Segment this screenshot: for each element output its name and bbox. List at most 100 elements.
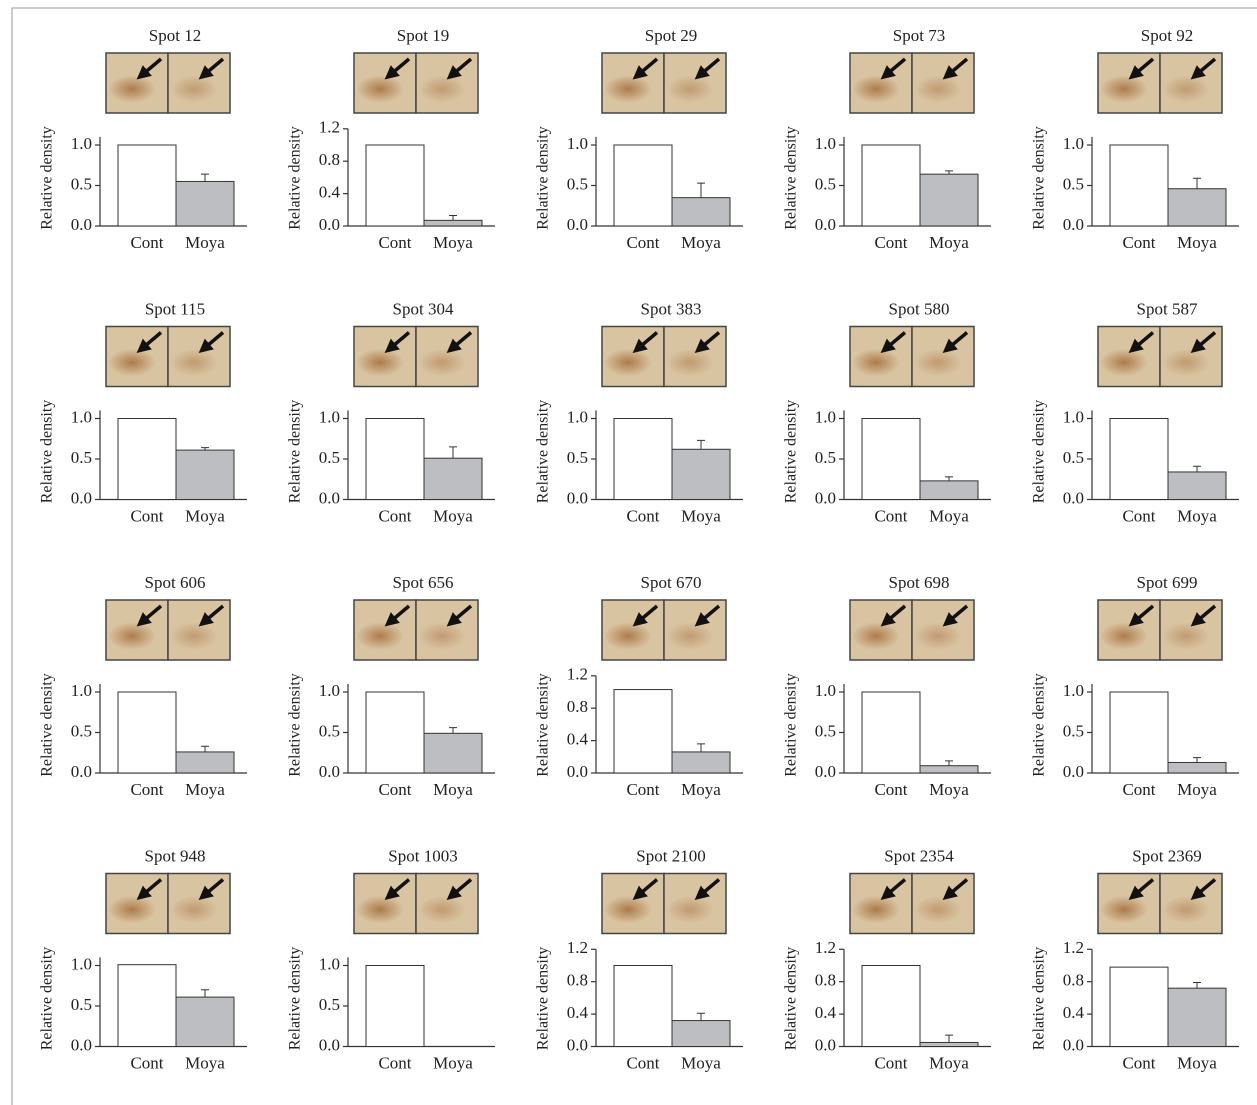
bar bbox=[117, 964, 177, 1047]
x-tick-label: Cont bbox=[130, 1053, 163, 1072]
bar bbox=[423, 732, 483, 774]
bar bbox=[365, 144, 425, 227]
gel-arrow bbox=[446, 57, 473, 80]
gel-arrow bbox=[446, 878, 473, 901]
chart-title: Spot 73 bbox=[893, 26, 945, 45]
gel-spot bbox=[108, 895, 156, 924]
gel-arrow bbox=[384, 878, 411, 901]
x-tick-label: Cont bbox=[130, 233, 163, 252]
gel-arrow bbox=[136, 331, 163, 354]
bar bbox=[1167, 188, 1227, 227]
y-tick-label: 0.5 bbox=[815, 174, 836, 193]
x-tick-label: Moya bbox=[433, 233, 473, 252]
chart-title: Spot 115 bbox=[145, 299, 205, 318]
y-tick-label: 1.0 bbox=[815, 407, 836, 426]
chart-title: Spot 2354 bbox=[884, 846, 954, 865]
x-tick-label: Cont bbox=[626, 1053, 659, 1072]
y-tick-label: 0.0 bbox=[319, 488, 340, 507]
gel-arrow bbox=[198, 878, 225, 901]
x-tick-label: Moya bbox=[929, 1053, 969, 1072]
bar bbox=[861, 418, 921, 500]
y-axis-label: Relative density bbox=[535, 673, 552, 777]
gel-spot bbox=[1100, 348, 1148, 377]
y-tick-label: 0.0 bbox=[567, 1035, 588, 1054]
chart-title: Spot 1003 bbox=[388, 846, 457, 865]
x-tick-label: Moya bbox=[681, 233, 721, 252]
chart-title: Spot 606 bbox=[145, 573, 206, 592]
bar bbox=[671, 1020, 731, 1048]
error-bar bbox=[945, 170, 953, 175]
gel-spot bbox=[914, 622, 962, 650]
chart-title: Spot 2100 bbox=[636, 846, 705, 865]
y-tick-label: 1.0 bbox=[71, 134, 92, 153]
chart-title: Spot 699 bbox=[1137, 573, 1198, 592]
y-tick-label: 1.0 bbox=[319, 681, 340, 700]
y-axis-label: Relative density bbox=[535, 947, 552, 1051]
bar bbox=[365, 418, 425, 500]
gel-spot bbox=[418, 348, 466, 377]
y-tick-label: 0.0 bbox=[1063, 488, 1084, 507]
y-axis-label: Relative density bbox=[1031, 126, 1048, 230]
gel-spot bbox=[1162, 348, 1210, 377]
gel-spot bbox=[170, 348, 218, 377]
bar bbox=[1109, 144, 1169, 227]
bar bbox=[1167, 761, 1227, 774]
error-bar bbox=[697, 439, 705, 450]
gel-spot bbox=[356, 895, 404, 924]
gel-spot bbox=[170, 75, 218, 103]
x-tick-label: Cont bbox=[378, 506, 411, 525]
x-tick-label: Cont bbox=[378, 233, 411, 252]
gel-spot bbox=[108, 75, 156, 103]
gel-arrow bbox=[198, 331, 225, 354]
x-tick-label: Moya bbox=[1177, 506, 1217, 525]
bar bbox=[919, 1041, 979, 1047]
y-tick-label: 0.5 bbox=[319, 721, 340, 740]
y-tick-label: 0.5 bbox=[1063, 721, 1084, 740]
y-tick-label: 0.0 bbox=[815, 762, 836, 781]
y-axis-label: Relative density bbox=[783, 673, 800, 777]
y-tick-label: 1.0 bbox=[815, 681, 836, 700]
y-tick-label: 0.0 bbox=[319, 762, 340, 781]
gel-spot bbox=[914, 895, 962, 924]
gel-spot bbox=[1162, 75, 1210, 103]
y-tick-label: 0.0 bbox=[815, 215, 836, 234]
gel-spot bbox=[852, 75, 900, 103]
y-tick-label: 0.0 bbox=[1063, 1035, 1084, 1054]
gel-arrow bbox=[136, 878, 163, 901]
gel-arrow bbox=[1190, 878, 1217, 901]
gel-spot bbox=[1100, 75, 1148, 103]
gel-spot bbox=[852, 348, 900, 377]
y-tick-label: 0.0 bbox=[1063, 762, 1084, 781]
bar bbox=[919, 765, 979, 774]
y-axis-label: Relative density bbox=[1031, 400, 1048, 504]
y-axis-label: Relative density bbox=[39, 673, 56, 777]
y-tick-label: 0.0 bbox=[1063, 215, 1084, 234]
x-tick-label: Moya bbox=[929, 780, 969, 799]
bar bbox=[1109, 691, 1169, 774]
gel-arrow bbox=[1128, 604, 1155, 627]
bar bbox=[117, 418, 177, 500]
y-axis-label: Relative density bbox=[783, 126, 800, 230]
gel-arrow bbox=[1128, 57, 1155, 80]
error-bar bbox=[945, 1034, 953, 1043]
error-bar bbox=[1193, 465, 1201, 472]
gel-arrow bbox=[880, 331, 907, 354]
y-tick-label: 0.0 bbox=[815, 1035, 836, 1054]
bar bbox=[1167, 471, 1227, 500]
bar bbox=[671, 751, 731, 774]
y-tick-label: 1.0 bbox=[567, 134, 588, 153]
error-bar bbox=[201, 173, 209, 182]
gel-arrow bbox=[632, 331, 659, 354]
gel-spot bbox=[852, 895, 900, 924]
bar bbox=[175, 751, 235, 774]
y-axis-label: Relative density bbox=[287, 400, 304, 504]
x-tick-label: Moya bbox=[185, 233, 225, 252]
y-tick-label: 0.8 bbox=[567, 971, 588, 990]
y-tick-label: 1.0 bbox=[1063, 681, 1084, 700]
bar bbox=[613, 144, 673, 227]
gel-arrow bbox=[446, 604, 473, 627]
error-bar bbox=[1193, 177, 1201, 189]
y-tick-label: 1.2 bbox=[1063, 938, 1084, 957]
error-bar bbox=[697, 1012, 705, 1021]
gel-arrow bbox=[384, 604, 411, 627]
